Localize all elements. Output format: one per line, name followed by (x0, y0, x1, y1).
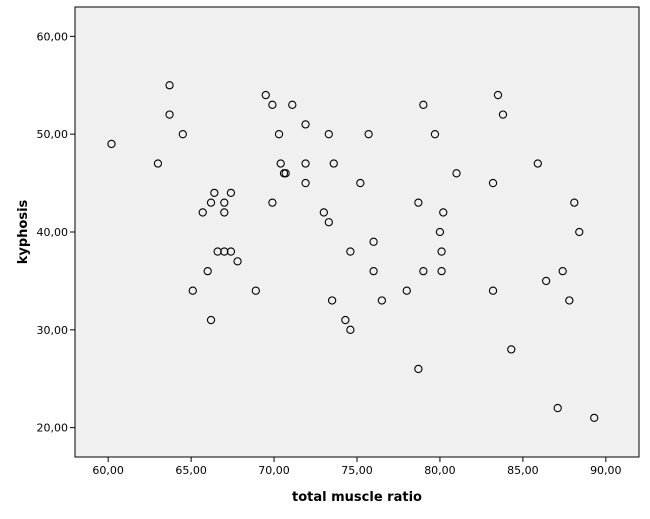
scatter-point (165, 110, 174, 119)
scatter-point (402, 286, 411, 295)
scatter-point (226, 247, 236, 256)
scatter-point (206, 315, 216, 325)
scatter-point (369, 266, 378, 276)
scatter-point (301, 120, 310, 129)
scatter-point (341, 315, 350, 325)
scatter-point (419, 100, 428, 109)
y-tick-label: 50,00 (37, 128, 69, 141)
scatter-point (276, 159, 285, 168)
scatter-point (439, 208, 448, 217)
scatter-point (430, 130, 440, 139)
y-tick-label: 60,00 (37, 30, 69, 43)
scatter-point (590, 413, 599, 423)
scatter-point (329, 159, 338, 168)
scatter-point (377, 296, 387, 305)
scatter-point (251, 286, 260, 295)
scatter-point (198, 208, 207, 217)
scatter-point (261, 90, 270, 100)
x-axis-title: total muscle ratio (292, 490, 422, 505)
scatter-point (107, 139, 116, 149)
x-tick-label: 60,00 (92, 464, 124, 477)
scatter-point (165, 81, 174, 90)
y-tick-label: 20,00 (37, 422, 69, 435)
x-tick-label: 65,00 (175, 464, 207, 477)
x-tick-label: 90,00 (590, 464, 622, 477)
y-axis-title: kyphosis (16, 199, 31, 264)
scatter-point (369, 237, 378, 246)
scatter-point (533, 159, 542, 168)
scatter-point (435, 227, 445, 237)
scatter-point (324, 130, 333, 139)
scatter-point (346, 247, 355, 256)
scatter-point (213, 247, 222, 256)
scatter-point (558, 266, 567, 276)
scatter-point (226, 188, 236, 198)
y-tick-label: 40,00 (37, 226, 69, 239)
x-tick-label: 80,00 (424, 464, 456, 477)
scatter-point (288, 100, 297, 109)
scatter-point (301, 178, 310, 188)
scatter-point (493, 90, 503, 100)
scatter-point (324, 218, 333, 227)
scatter-point (301, 159, 310, 168)
scatter-point (220, 247, 229, 256)
y-tick-label: 30,00 (37, 324, 69, 337)
scatter-point (488, 178, 498, 188)
x-tick-label: 75,00 (341, 464, 373, 477)
scatter-point (553, 403, 562, 413)
x-axis: 60,00 65,00 70,00 75,00 80,00 85,00 90,00 (92, 457, 622, 477)
data-points (107, 81, 599, 423)
scatter-point (419, 266, 428, 276)
scatter-point (437, 266, 446, 276)
x-tick-label: 85,00 (507, 464, 539, 477)
scatter-point (203, 266, 212, 276)
scatter-point (220, 208, 229, 217)
scatter-point (327, 296, 337, 305)
scatter-point (356, 178, 365, 188)
scatter-point (364, 130, 373, 139)
scatter-point (281, 169, 290, 178)
scatter-point (488, 286, 498, 295)
scatter-point (507, 345, 516, 354)
x-tick-label: 70,00 (258, 464, 290, 477)
y-axis: 20,00 30,00 40,00 50,00 60,00 (37, 30, 75, 435)
scatter-point (414, 198, 423, 207)
scatter-point (206, 198, 216, 207)
scatter-point (210, 188, 219, 198)
scatter-point (414, 364, 423, 374)
scatter-point (346, 325, 355, 334)
scatter-point (452, 169, 461, 178)
plot-area (74, 6, 640, 458)
scatter-point (220, 198, 229, 207)
scatter-point (319, 208, 328, 217)
scatter-point (575, 227, 584, 237)
scatter-point (268, 100, 277, 109)
scatter-point (268, 198, 277, 207)
scatter-point (178, 130, 187, 139)
scatter-point (437, 247, 446, 256)
scatter-point (274, 130, 284, 139)
scatter-point (565, 296, 574, 305)
scatter-point (233, 257, 242, 266)
scatter-point (153, 159, 163, 168)
scatter-point (498, 110, 508, 119)
scatter-point (570, 198, 579, 207)
scatter-point (188, 286, 197, 295)
scatter-point (541, 276, 551, 286)
